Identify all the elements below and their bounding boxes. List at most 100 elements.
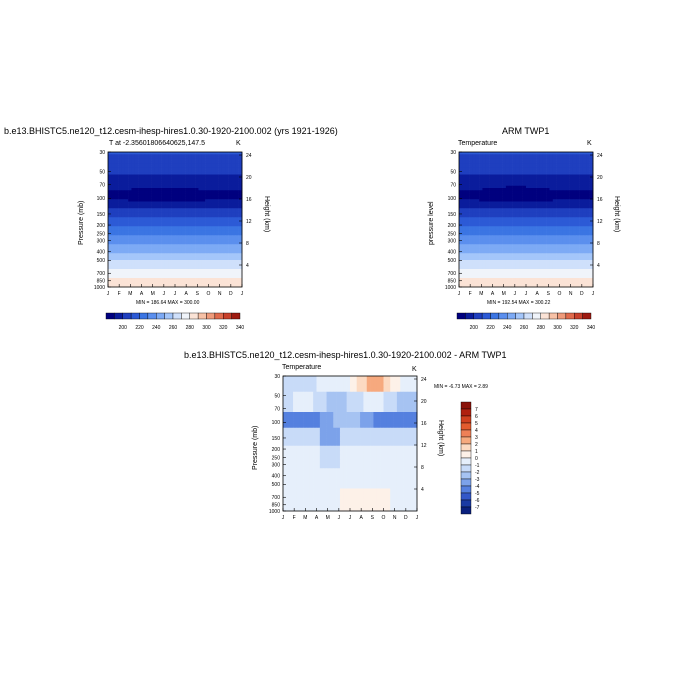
field-cell bbox=[131, 257, 136, 261]
field-cell bbox=[201, 266, 206, 270]
field-cell bbox=[586, 215, 590, 218]
field-cell bbox=[188, 179, 193, 182]
field-cell bbox=[134, 275, 139, 279]
field-cell bbox=[566, 163, 570, 166]
field-cell bbox=[134, 233, 139, 236]
field-cell bbox=[492, 181, 497, 184]
field-cell bbox=[529, 201, 533, 205]
field-cell bbox=[479, 199, 483, 202]
field-cell bbox=[205, 257, 209, 261]
field-cell bbox=[485, 280, 490, 283]
field-cell bbox=[559, 183, 564, 187]
field-cell bbox=[529, 224, 533, 227]
field-cell bbox=[499, 269, 503, 272]
field-cell bbox=[111, 152, 115, 155]
field-cell bbox=[556, 210, 560, 214]
field-cell bbox=[539, 233, 544, 236]
field-cell bbox=[208, 219, 213, 223]
field-cell bbox=[225, 239, 229, 243]
field-cell bbox=[576, 280, 580, 283]
field-cell bbox=[228, 228, 233, 232]
field-cell bbox=[228, 185, 233, 189]
field-cell bbox=[519, 176, 523, 180]
field-cell bbox=[519, 206, 523, 209]
field-cell bbox=[191, 156, 196, 160]
field-cell bbox=[539, 201, 544, 205]
field-cell bbox=[111, 230, 115, 234]
field-cell bbox=[532, 264, 537, 268]
field-cell bbox=[141, 217, 146, 220]
field-cell bbox=[469, 233, 473, 236]
field-cell bbox=[138, 199, 142, 202]
field-cell bbox=[154, 192, 159, 196]
field-cell bbox=[556, 203, 560, 207]
field-cell bbox=[515, 233, 520, 236]
field-cell bbox=[539, 208, 544, 211]
field-cell bbox=[562, 181, 567, 184]
field-cell bbox=[191, 280, 196, 283]
field-cell bbox=[111, 217, 115, 220]
field-cell bbox=[144, 201, 149, 205]
field-cell bbox=[221, 197, 226, 200]
field-cell bbox=[579, 188, 584, 191]
field-cell bbox=[579, 248, 584, 252]
field-cell bbox=[208, 161, 213, 164]
field-cell bbox=[509, 257, 513, 261]
field-cell bbox=[161, 242, 166, 245]
field-cell bbox=[225, 246, 229, 250]
field-cell bbox=[485, 251, 490, 254]
field-cell bbox=[228, 257, 233, 261]
field-cell bbox=[559, 215, 564, 218]
field-cell bbox=[205, 172, 209, 175]
field-cell bbox=[168, 167, 172, 171]
field-cell bbox=[108, 266, 112, 270]
field-cell bbox=[168, 188, 172, 191]
field-cell bbox=[151, 179, 156, 182]
field-cell bbox=[235, 244, 239, 247]
field-cell bbox=[138, 154, 142, 157]
field-cell bbox=[118, 248, 122, 252]
field-cell bbox=[161, 176, 166, 180]
field-cell bbox=[482, 203, 487, 207]
field-cell bbox=[121, 201, 126, 205]
field-cell bbox=[171, 235, 176, 238]
field-cell bbox=[118, 269, 122, 272]
field-cell bbox=[489, 158, 493, 162]
field-cell bbox=[238, 215, 243, 218]
field-cell bbox=[475, 203, 480, 207]
y-right-tick-label: 24 bbox=[246, 153, 252, 159]
field-cell bbox=[231, 194, 236, 198]
field-cell bbox=[195, 190, 199, 193]
field-cell bbox=[469, 190, 473, 193]
field-cell bbox=[181, 188, 186, 191]
field-cell bbox=[148, 217, 152, 220]
field-cell bbox=[556, 167, 560, 171]
field-cell bbox=[144, 271, 149, 274]
field-cell bbox=[505, 233, 510, 236]
field-cell bbox=[509, 192, 513, 196]
field-cell bbox=[539, 278, 544, 281]
field-cell bbox=[151, 239, 156, 243]
field-cell bbox=[175, 264, 179, 268]
field-cell bbox=[512, 201, 517, 205]
field-cell bbox=[151, 174, 156, 178]
field-cell bbox=[114, 269, 119, 272]
field-cell bbox=[225, 183, 229, 187]
field-cell bbox=[465, 260, 470, 263]
field-cell bbox=[118, 156, 122, 160]
field-cell bbox=[151, 233, 156, 236]
field-cell bbox=[469, 253, 473, 256]
colorbar-swatch bbox=[532, 312, 541, 320]
field-cell bbox=[221, 235, 226, 238]
field-cell bbox=[465, 273, 470, 277]
field-cell bbox=[465, 161, 470, 164]
field-cell bbox=[586, 255, 590, 259]
field-cell bbox=[141, 208, 146, 211]
field-cell bbox=[188, 284, 193, 288]
field-cell bbox=[108, 174, 112, 178]
field-cell bbox=[148, 194, 152, 198]
field-cell bbox=[529, 246, 533, 250]
field-cell bbox=[522, 217, 527, 220]
field-cell bbox=[118, 181, 122, 184]
field-cell bbox=[211, 284, 216, 288]
